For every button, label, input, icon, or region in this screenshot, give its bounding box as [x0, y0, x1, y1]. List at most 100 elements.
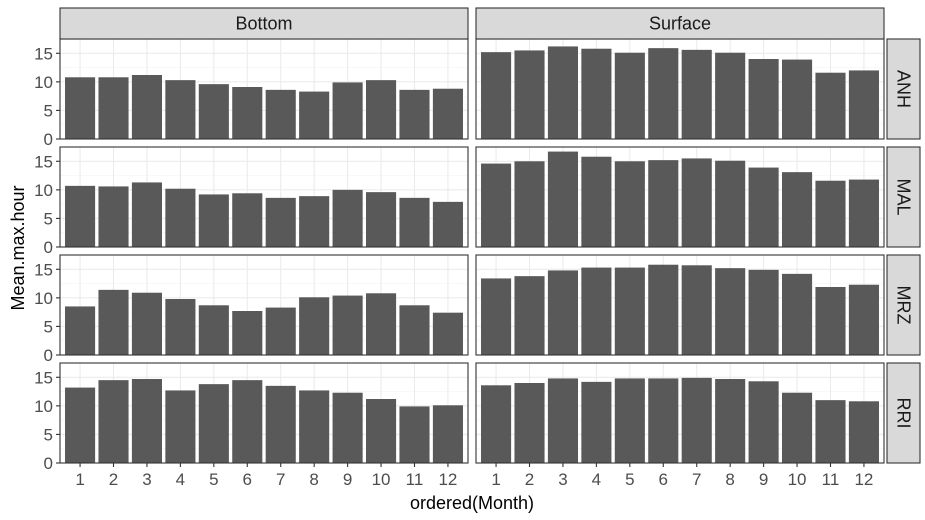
panel-border-mal-bottom [59, 146, 469, 248]
y-tick-label: 15 [34, 368, 53, 387]
y-tick-label: 15 [34, 260, 53, 279]
bar-anh-bottom-9 [332, 82, 363, 139]
strips-layer: Bottom Surface ANH MAL MRZ RRI [59, 7, 921, 464]
x-tick-label: 3 [142, 470, 151, 489]
y-tick-label: 0 [44, 238, 53, 257]
bar-mal-surface-11 [815, 180, 846, 247]
y-tick-label: 15 [34, 44, 53, 63]
bar-anh-surface-4 [581, 48, 612, 139]
bar-mrz-bottom-11 [399, 305, 430, 355]
strip-row-rri [886, 362, 921, 464]
strip-row-mal [886, 146, 921, 248]
bar-mal-surface-1 [481, 163, 512, 247]
y-tick-label: 15 [34, 152, 53, 171]
bar-rri-bottom-12 [432, 405, 463, 463]
bar-mrz-surface-11 [815, 287, 846, 355]
bar-mrz-bottom-10 [366, 293, 397, 355]
bar-anh-surface-9 [748, 59, 779, 139]
x-tick-label: 10 [788, 470, 807, 489]
bar-mrz-surface-7 [681, 265, 712, 355]
bar-rri-bottom-4 [165, 390, 196, 463]
strip-col-label-bottom: Bottom [235, 14, 292, 34]
strip-row-label-anh: ANH [894, 70, 914, 108]
bar-rri-surface-11 [815, 400, 846, 463]
bar-mrz-bottom-9 [332, 295, 363, 355]
bar-mal-surface-12 [848, 179, 879, 247]
strip-row-anh [886, 38, 921, 140]
bar-mrz-surface-10 [782, 273, 813, 355]
bar-mal-bottom-9 [332, 189, 363, 247]
bar-mrz-surface-4 [581, 267, 612, 355]
bar-anh-bottom-5 [198, 84, 229, 139]
y-tick-label: 10 [34, 397, 53, 416]
bar-mrz-bottom-8 [299, 297, 330, 355]
bar-anh-surface-1 [481, 52, 512, 140]
bar-anh-surface-8 [715, 52, 746, 139]
x-tick-label: 1 [491, 470, 500, 489]
x-tick-label: 9 [343, 470, 352, 489]
y-tick-label: 5 [44, 425, 53, 444]
bar-mrz-surface-8 [715, 268, 746, 355]
bar-mal-bottom-2 [98, 186, 129, 247]
bar-rri-bottom-9 [332, 392, 363, 463]
bar-mal-bottom-5 [198, 194, 229, 247]
x-tick-label: 5 [625, 470, 634, 489]
x-tick-label: 2 [525, 470, 534, 489]
x-tick-label: 8 [725, 470, 734, 489]
bar-anh-bottom-4 [165, 80, 196, 139]
y-tick-label: 10 [34, 289, 53, 308]
bar-mal-bottom-3 [131, 182, 162, 247]
bar-mrz-surface-6 [648, 264, 679, 355]
bar-mal-surface-6 [648, 160, 679, 247]
x-tick-label: 6 [659, 470, 668, 489]
x-tick-label: 7 [276, 470, 285, 489]
bar-anh-surface-7 [681, 49, 712, 139]
bar-mal-bottom-11 [399, 197, 430, 247]
strip-row-label-mrz: MRZ [894, 286, 914, 325]
bar-anh-bottom-10 [366, 80, 397, 139]
x-axis-title: ordered(Month) [410, 493, 534, 513]
bar-mal-surface-8 [715, 160, 746, 247]
bar-anh-bottom-8 [299, 91, 330, 139]
x-tick-label: 4 [176, 470, 185, 489]
x-tick-label: 7 [692, 470, 701, 489]
x-tick-label: 3 [558, 470, 567, 489]
y-tick-label: 10 [34, 73, 53, 92]
bar-mal-bottom-4 [165, 188, 196, 247]
bar-rri-surface-9 [748, 381, 779, 463]
bar-mrz-bottom-1 [65, 306, 96, 355]
bar-mrz-bottom-4 [165, 299, 196, 355]
bar-rri-bottom-2 [98, 380, 129, 463]
bar-rri-bottom-11 [399, 406, 430, 463]
panel-border-mrz-bottom [59, 254, 469, 356]
bar-anh-bottom-2 [98, 77, 129, 139]
x-tick-label: 9 [759, 470, 768, 489]
bar-anh-bottom-6 [232, 87, 263, 139]
strip-row-label-rri: RRI [894, 398, 914, 429]
bar-mrz-surface-12 [848, 284, 879, 355]
y-tick-label: 5 [44, 101, 53, 120]
y-tick-label: 0 [44, 346, 53, 365]
y-tick-label: 0 [44, 130, 53, 149]
y-tick-label: 10 [34, 181, 53, 200]
bar-anh-bottom-12 [432, 88, 463, 139]
bar-anh-surface-5 [614, 52, 645, 139]
x-tick-label: 5 [209, 470, 218, 489]
x-tick-label: 6 [243, 470, 252, 489]
bar-anh-surface-3 [547, 46, 578, 139]
bar-mrz-bottom-7 [265, 307, 296, 355]
strip-col-label-surface: Surface [649, 14, 711, 34]
bar-anh-bottom-1 [65, 77, 96, 139]
bar-mrz-bottom-12 [432, 312, 463, 355]
bar-mal-bottom-8 [299, 196, 330, 247]
bar-anh-surface-2 [514, 50, 545, 139]
panel-border-mal-surface [475, 146, 885, 248]
strip-row-mrz [886, 254, 921, 356]
y-axis-title: Mean.max.hour [8, 185, 28, 310]
bar-rri-surface-12 [848, 401, 879, 463]
panel-border-mrz-surface [475, 254, 885, 356]
bar-anh-surface-12 [848, 70, 879, 139]
x-tick-label: 11 [822, 470, 840, 489]
